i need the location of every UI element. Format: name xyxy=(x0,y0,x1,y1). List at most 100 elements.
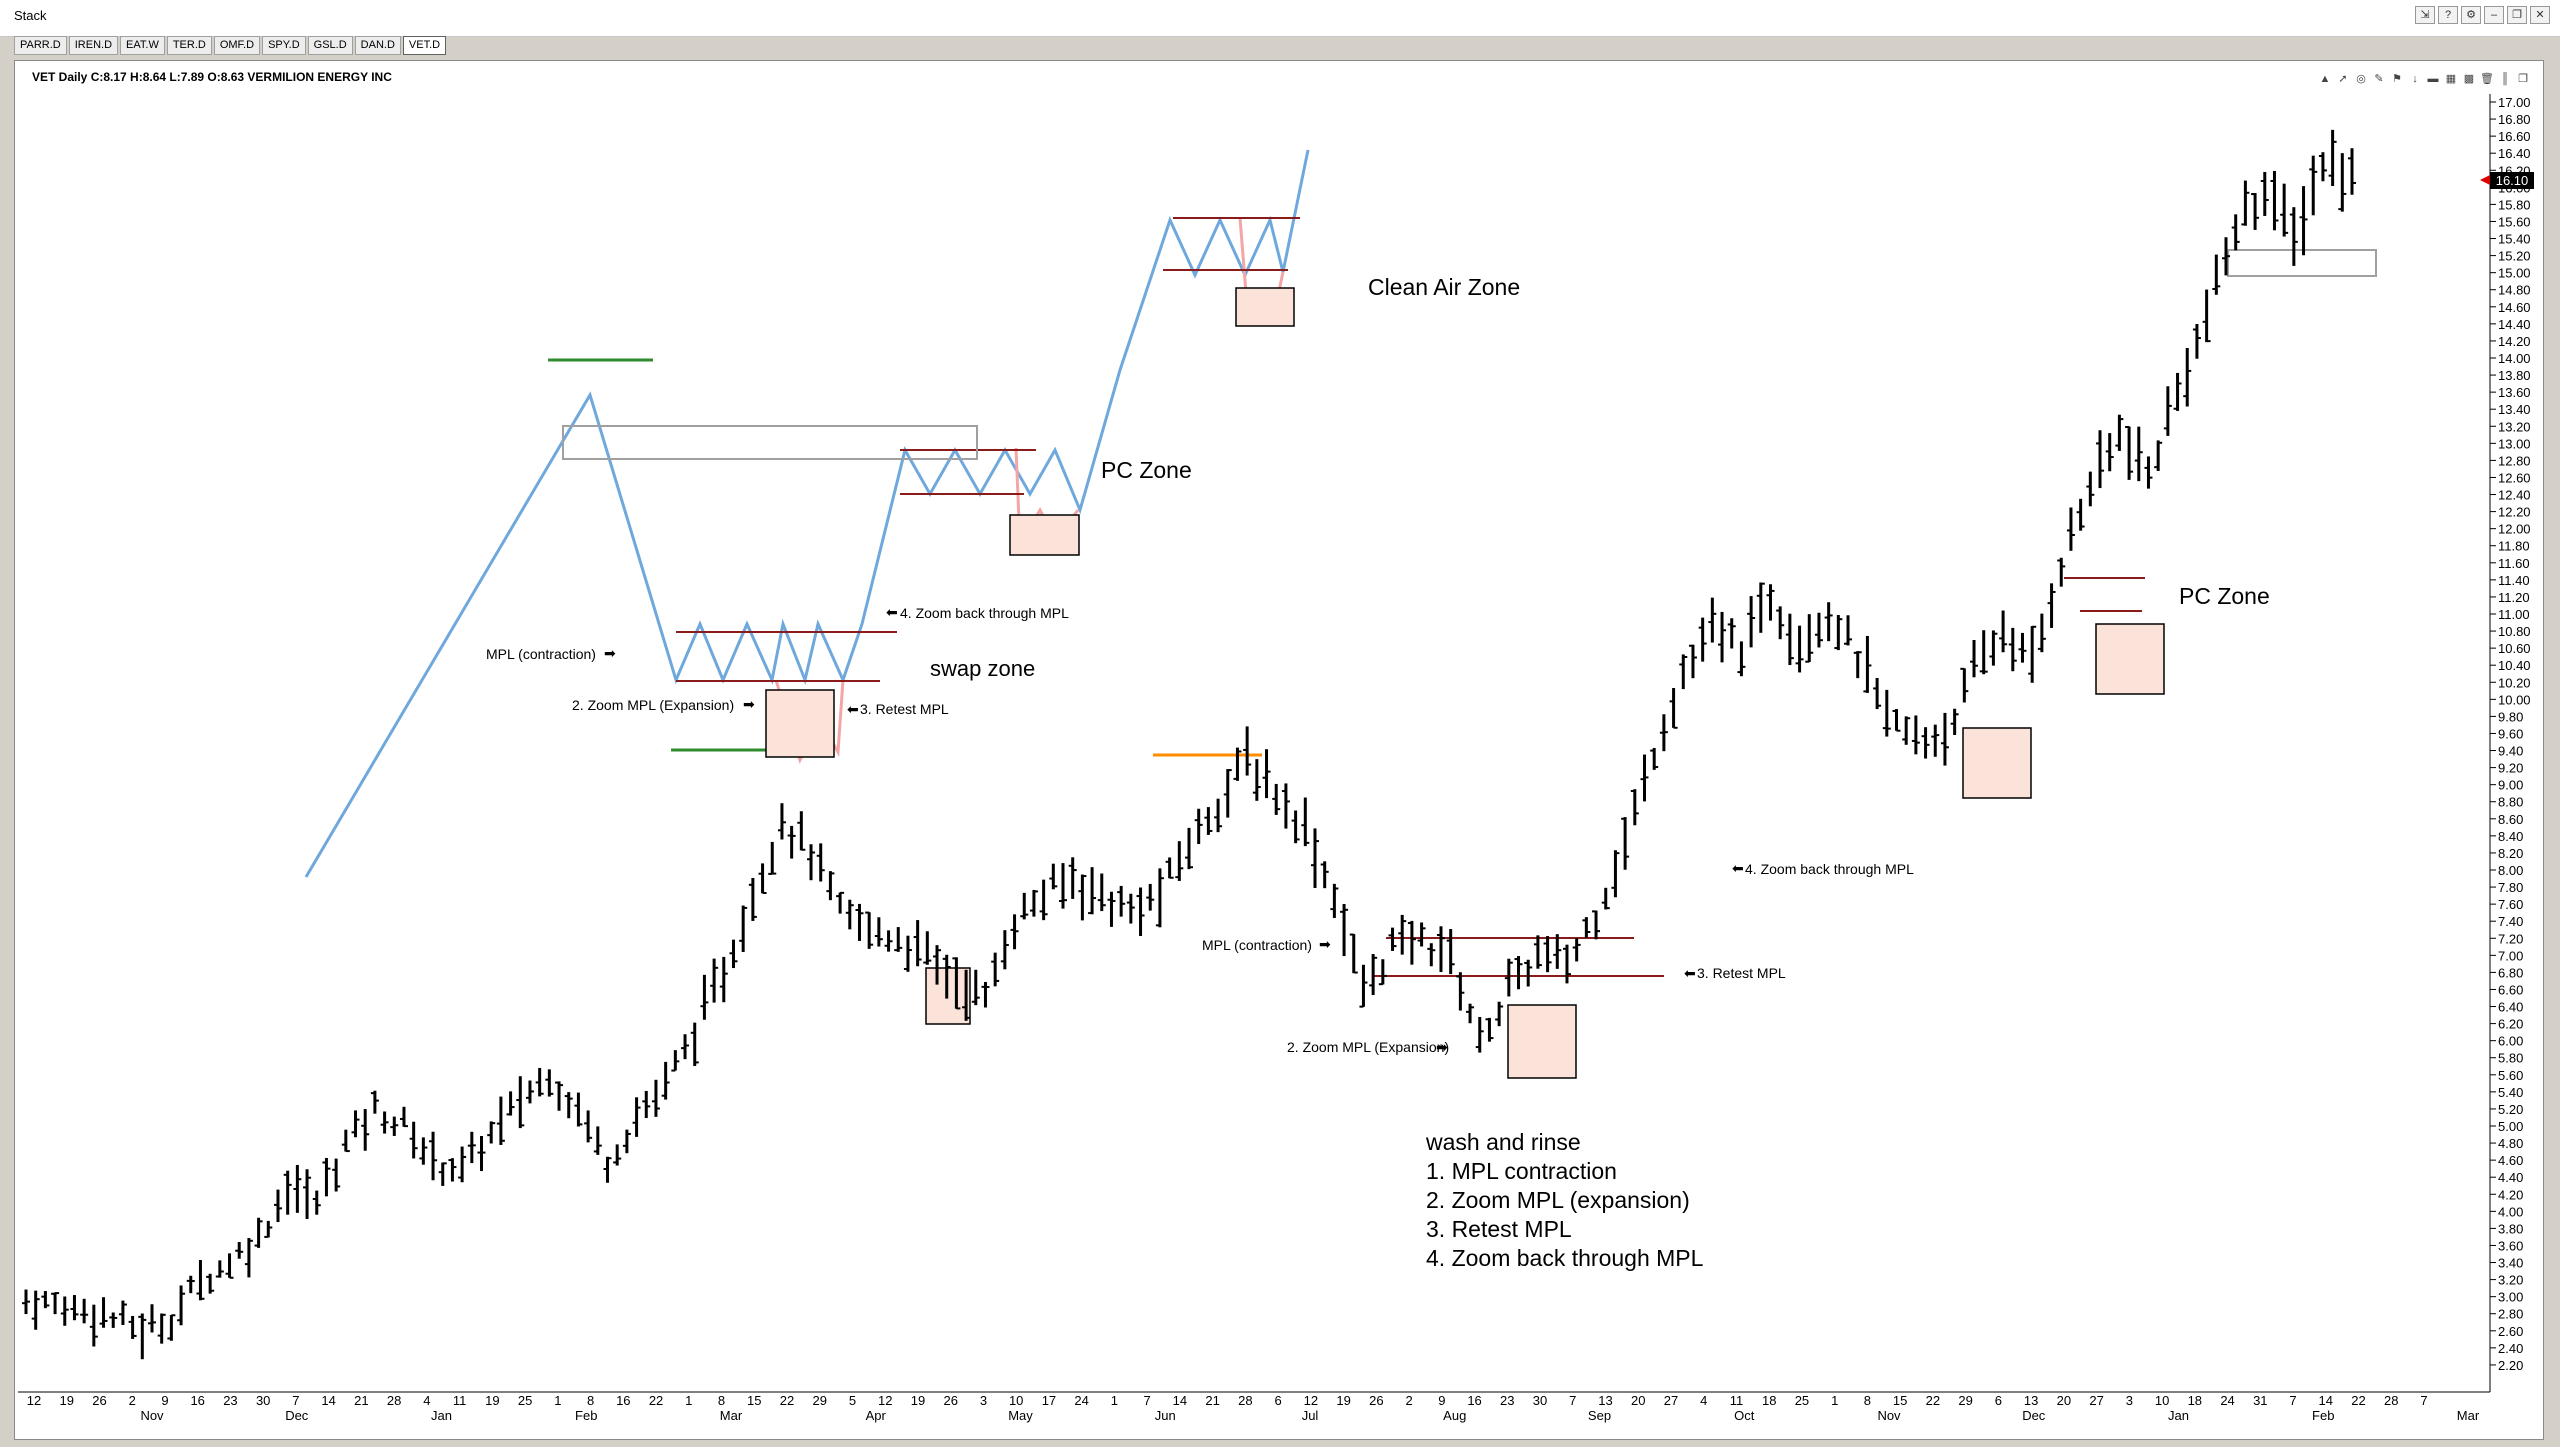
ohlc-bar xyxy=(923,931,932,965)
x-month-label: Jun xyxy=(1155,1408,1176,1423)
chart-header: VET Daily C:8.17 H:8.64 L:7.89 O:8.63 VE… xyxy=(32,70,392,84)
ohlc-bar xyxy=(1088,867,1097,915)
ohlc-bar xyxy=(361,1109,370,1151)
minimize-icon[interactable]: – xyxy=(2484,6,2504,24)
y-tick-label: 8.60 xyxy=(2498,812,2523,827)
ohlc-bar xyxy=(710,958,719,1003)
ohlc-bar xyxy=(1999,610,2008,653)
ohlc-bar xyxy=(206,1273,215,1294)
chart-icon[interactable]: ▲ xyxy=(2319,73,2331,85)
tab-vet[interactable]: VET.D xyxy=(402,36,447,55)
x-month-label: Nov xyxy=(140,1408,164,1423)
ohlc-bar xyxy=(1814,612,1823,648)
ohlc-bar xyxy=(2231,214,2240,251)
ohlc-bar xyxy=(2125,426,2134,480)
grid-icon[interactable]: ▩ xyxy=(2463,73,2475,85)
target-icon[interactable]: ◎ xyxy=(2356,73,2366,85)
ohlc-bar xyxy=(2270,170,2279,231)
ohlc-bar xyxy=(1756,582,1765,633)
arrow-up-icon[interactable]: ➚ xyxy=(2338,73,2348,85)
arrow-menu-icon[interactable]: ⇲ xyxy=(2415,6,2435,24)
ohlc-bar xyxy=(1204,807,1213,835)
ohlc-bar xyxy=(2241,180,2250,226)
tab-ter[interactable]: TER.D xyxy=(166,36,212,55)
last-price-box xyxy=(2490,172,2534,189)
price-box-nov xyxy=(1962,727,2032,799)
ohlc-bar xyxy=(283,1170,292,1215)
highlight-icon[interactable]: ▬ xyxy=(2427,73,2439,85)
ohlc-bar xyxy=(332,1158,341,1192)
y-tick-label: 6.20 xyxy=(2498,1017,2523,1032)
ohlc-bar xyxy=(584,1110,593,1143)
ohlc-bar xyxy=(845,899,854,930)
ohlc-bar xyxy=(2115,414,2124,451)
y-tick-label: 3.80 xyxy=(2498,1221,2523,1236)
x-day-label: 16 xyxy=(1467,1393,1481,1408)
ohlc-bar xyxy=(1330,883,1339,918)
x-day-label: 26 xyxy=(92,1393,106,1408)
arrow-left-icon: ⬅ xyxy=(1684,965,1696,981)
ohlc-bar xyxy=(467,1131,476,1164)
tab-dan[interactable]: DAN.D xyxy=(354,36,401,55)
arrow-down-icon[interactable]: ↓ xyxy=(2412,73,2418,85)
x-day-label: 22 xyxy=(649,1393,663,1408)
ohlc-bar xyxy=(138,1313,147,1360)
ohlc-bar xyxy=(1117,885,1126,917)
tab-spy[interactable]: SPY.D xyxy=(262,36,306,55)
pencil-icon[interactable]: ✎ xyxy=(2374,73,2384,85)
title-bar: Stack ⇲ ? ⚙ – ❐ ✕ xyxy=(0,0,2560,37)
pattern-box-swap xyxy=(765,689,835,758)
ohlc-bar xyxy=(1601,887,1610,910)
settings-icon[interactable]: ⚙ xyxy=(2461,6,2481,24)
ohlc-bar xyxy=(2096,430,2105,489)
ohlc-bar xyxy=(729,939,738,969)
ohlc-bar xyxy=(1785,613,1794,666)
y-tick-label: 5.80 xyxy=(2498,1051,2523,1066)
ohlc-bar xyxy=(1669,688,1678,729)
ruler-icon[interactable]: ║ xyxy=(2501,73,2509,85)
help-icon[interactable]: ? xyxy=(2438,6,2458,24)
x-day-label: 19 xyxy=(1336,1393,1350,1408)
ohlc-bar xyxy=(2154,440,2163,471)
close-icon[interactable]: ✕ xyxy=(2530,6,2550,24)
x-day-label: 11 xyxy=(453,1393,467,1408)
x-day-label: 8 xyxy=(718,1393,725,1408)
x-day-label: 25 xyxy=(518,1393,532,1408)
ohlc-bar xyxy=(99,1297,108,1328)
ohlc-bar xyxy=(1369,954,1378,996)
copy-icon[interactable]: ❐ xyxy=(2518,73,2528,85)
tab-gsl[interactable]: GSL.D xyxy=(307,36,353,55)
ohlc-bar xyxy=(2338,153,2347,212)
ohlc-bars xyxy=(22,129,2356,1360)
y-tick-label: 12.80 xyxy=(2498,453,2531,468)
ohlc-bar xyxy=(564,1092,573,1119)
tab-iren[interactable]: IREN.D xyxy=(68,36,119,55)
restore-icon[interactable]: ❐ xyxy=(2507,6,2527,24)
ohlc-bar xyxy=(177,1285,186,1326)
trash-icon[interactable]: 🗑 xyxy=(2480,73,2494,85)
calendar-icon[interactable]: ▦ xyxy=(2445,73,2457,85)
y-tick-label: 14.00 xyxy=(2498,351,2531,366)
x-day-label: 13 xyxy=(1598,1393,1612,1408)
tab-eat[interactable]: EAT.W xyxy=(120,36,165,55)
x-month-label: Oct xyxy=(1734,1408,1755,1423)
x-day-label: 28 xyxy=(1238,1393,1252,1408)
ohlc-bar xyxy=(1185,827,1193,870)
flag-icon[interactable]: ⚑ xyxy=(2392,73,2402,85)
x-day-label: 15 xyxy=(747,1393,761,1408)
tab-parr[interactable]: PARR.D xyxy=(14,36,67,55)
ohlc-bar xyxy=(2037,613,2046,653)
y-tick-label: 4.80 xyxy=(2498,1136,2523,1151)
y-tick-label: 10.60 xyxy=(2498,641,2531,656)
ohlc-bar xyxy=(1136,887,1145,936)
ohlc-bar xyxy=(1853,651,1862,679)
tab-omf[interactable]: OMF.D xyxy=(213,36,261,55)
ohlc-bar xyxy=(1688,644,1697,679)
x-month-label: Mar xyxy=(2457,1408,2480,1423)
y-tick-label: 7.40 xyxy=(2498,914,2523,929)
y-tick-label: 12.60 xyxy=(2498,470,2531,485)
ohlc-bar xyxy=(622,1129,631,1154)
mpl-contraction-lower-label: MPL (contraction) xyxy=(1202,937,1312,953)
ohlc-bar xyxy=(1049,863,1058,890)
